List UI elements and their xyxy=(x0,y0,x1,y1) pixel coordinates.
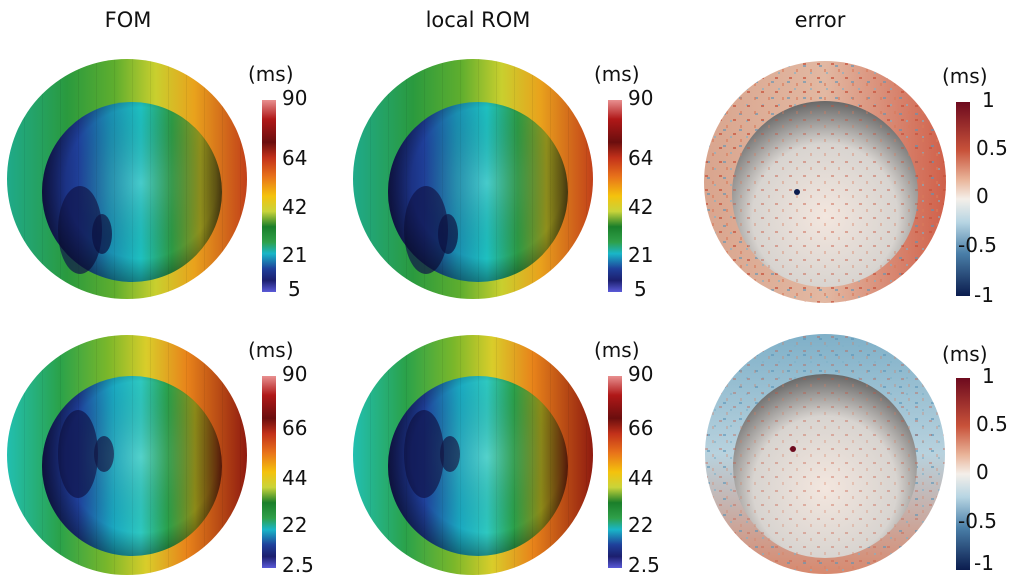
error-colorbar-row1 xyxy=(956,102,970,296)
tick-label: -0.5 xyxy=(958,233,998,257)
tick-label: 66 xyxy=(628,416,654,440)
tick-label: 90 xyxy=(628,362,654,386)
tick-label: 2.5 xyxy=(628,553,660,577)
time-colorbar-row1 xyxy=(262,100,276,292)
time-colorbar-row2-rom xyxy=(608,376,622,568)
time-colorbar-row2 xyxy=(262,376,276,568)
tick-label: 22 xyxy=(628,513,654,537)
tick-label: 5 xyxy=(634,277,647,301)
tick-label: 90 xyxy=(282,362,308,386)
error-sphere-row2 xyxy=(705,334,945,574)
unit-label: (ms) xyxy=(248,338,294,362)
local-rom-title: local ROM xyxy=(425,8,531,32)
tick-label: 64 xyxy=(282,146,308,170)
tick-label: -1 xyxy=(974,551,994,575)
tick-label: 2.5 xyxy=(282,553,314,577)
tick-label: 66 xyxy=(282,416,308,440)
tick-label: 0 xyxy=(976,184,989,208)
tick-label: 90 xyxy=(628,86,654,110)
rom-sphere-row1 xyxy=(353,59,593,299)
unit-label: (ms) xyxy=(942,64,988,88)
unit-label: (ms) xyxy=(942,342,988,366)
tick-label: 44 xyxy=(628,466,654,490)
tick-label: 64 xyxy=(628,146,654,170)
tick-label: 42 xyxy=(628,195,654,219)
unit-label: (ms) xyxy=(594,62,640,86)
error-sphere-row1 xyxy=(704,61,946,303)
tick-label: 0.5 xyxy=(976,412,1008,436)
fom-sphere-row1 xyxy=(7,59,247,299)
unit-label: (ms) xyxy=(594,338,640,362)
rom-sphere-row2 xyxy=(353,335,593,575)
tick-label: 21 xyxy=(628,243,654,267)
tick-label: 0.5 xyxy=(976,136,1008,160)
tick-label: -1 xyxy=(974,283,994,307)
fom-title: FOM xyxy=(104,8,152,32)
fom-sphere-row2 xyxy=(7,335,247,575)
tick-label: -0.5 xyxy=(958,509,998,533)
tick-label: 1 xyxy=(982,364,995,388)
error-title: error xyxy=(794,8,846,32)
tick-label: 90 xyxy=(282,86,308,110)
tick-label: 1 xyxy=(982,88,995,112)
tick-label: 0 xyxy=(976,460,989,484)
unit-label: (ms) xyxy=(248,62,294,86)
error-colorbar-row2 xyxy=(956,378,970,570)
tick-label: 21 xyxy=(282,243,308,267)
tick-label: 5 xyxy=(288,277,301,301)
time-colorbar-row1-rom xyxy=(608,100,622,292)
tick-label: 42 xyxy=(282,195,308,219)
tick-label: 44 xyxy=(282,466,308,490)
tick-label: 22 xyxy=(282,513,308,537)
